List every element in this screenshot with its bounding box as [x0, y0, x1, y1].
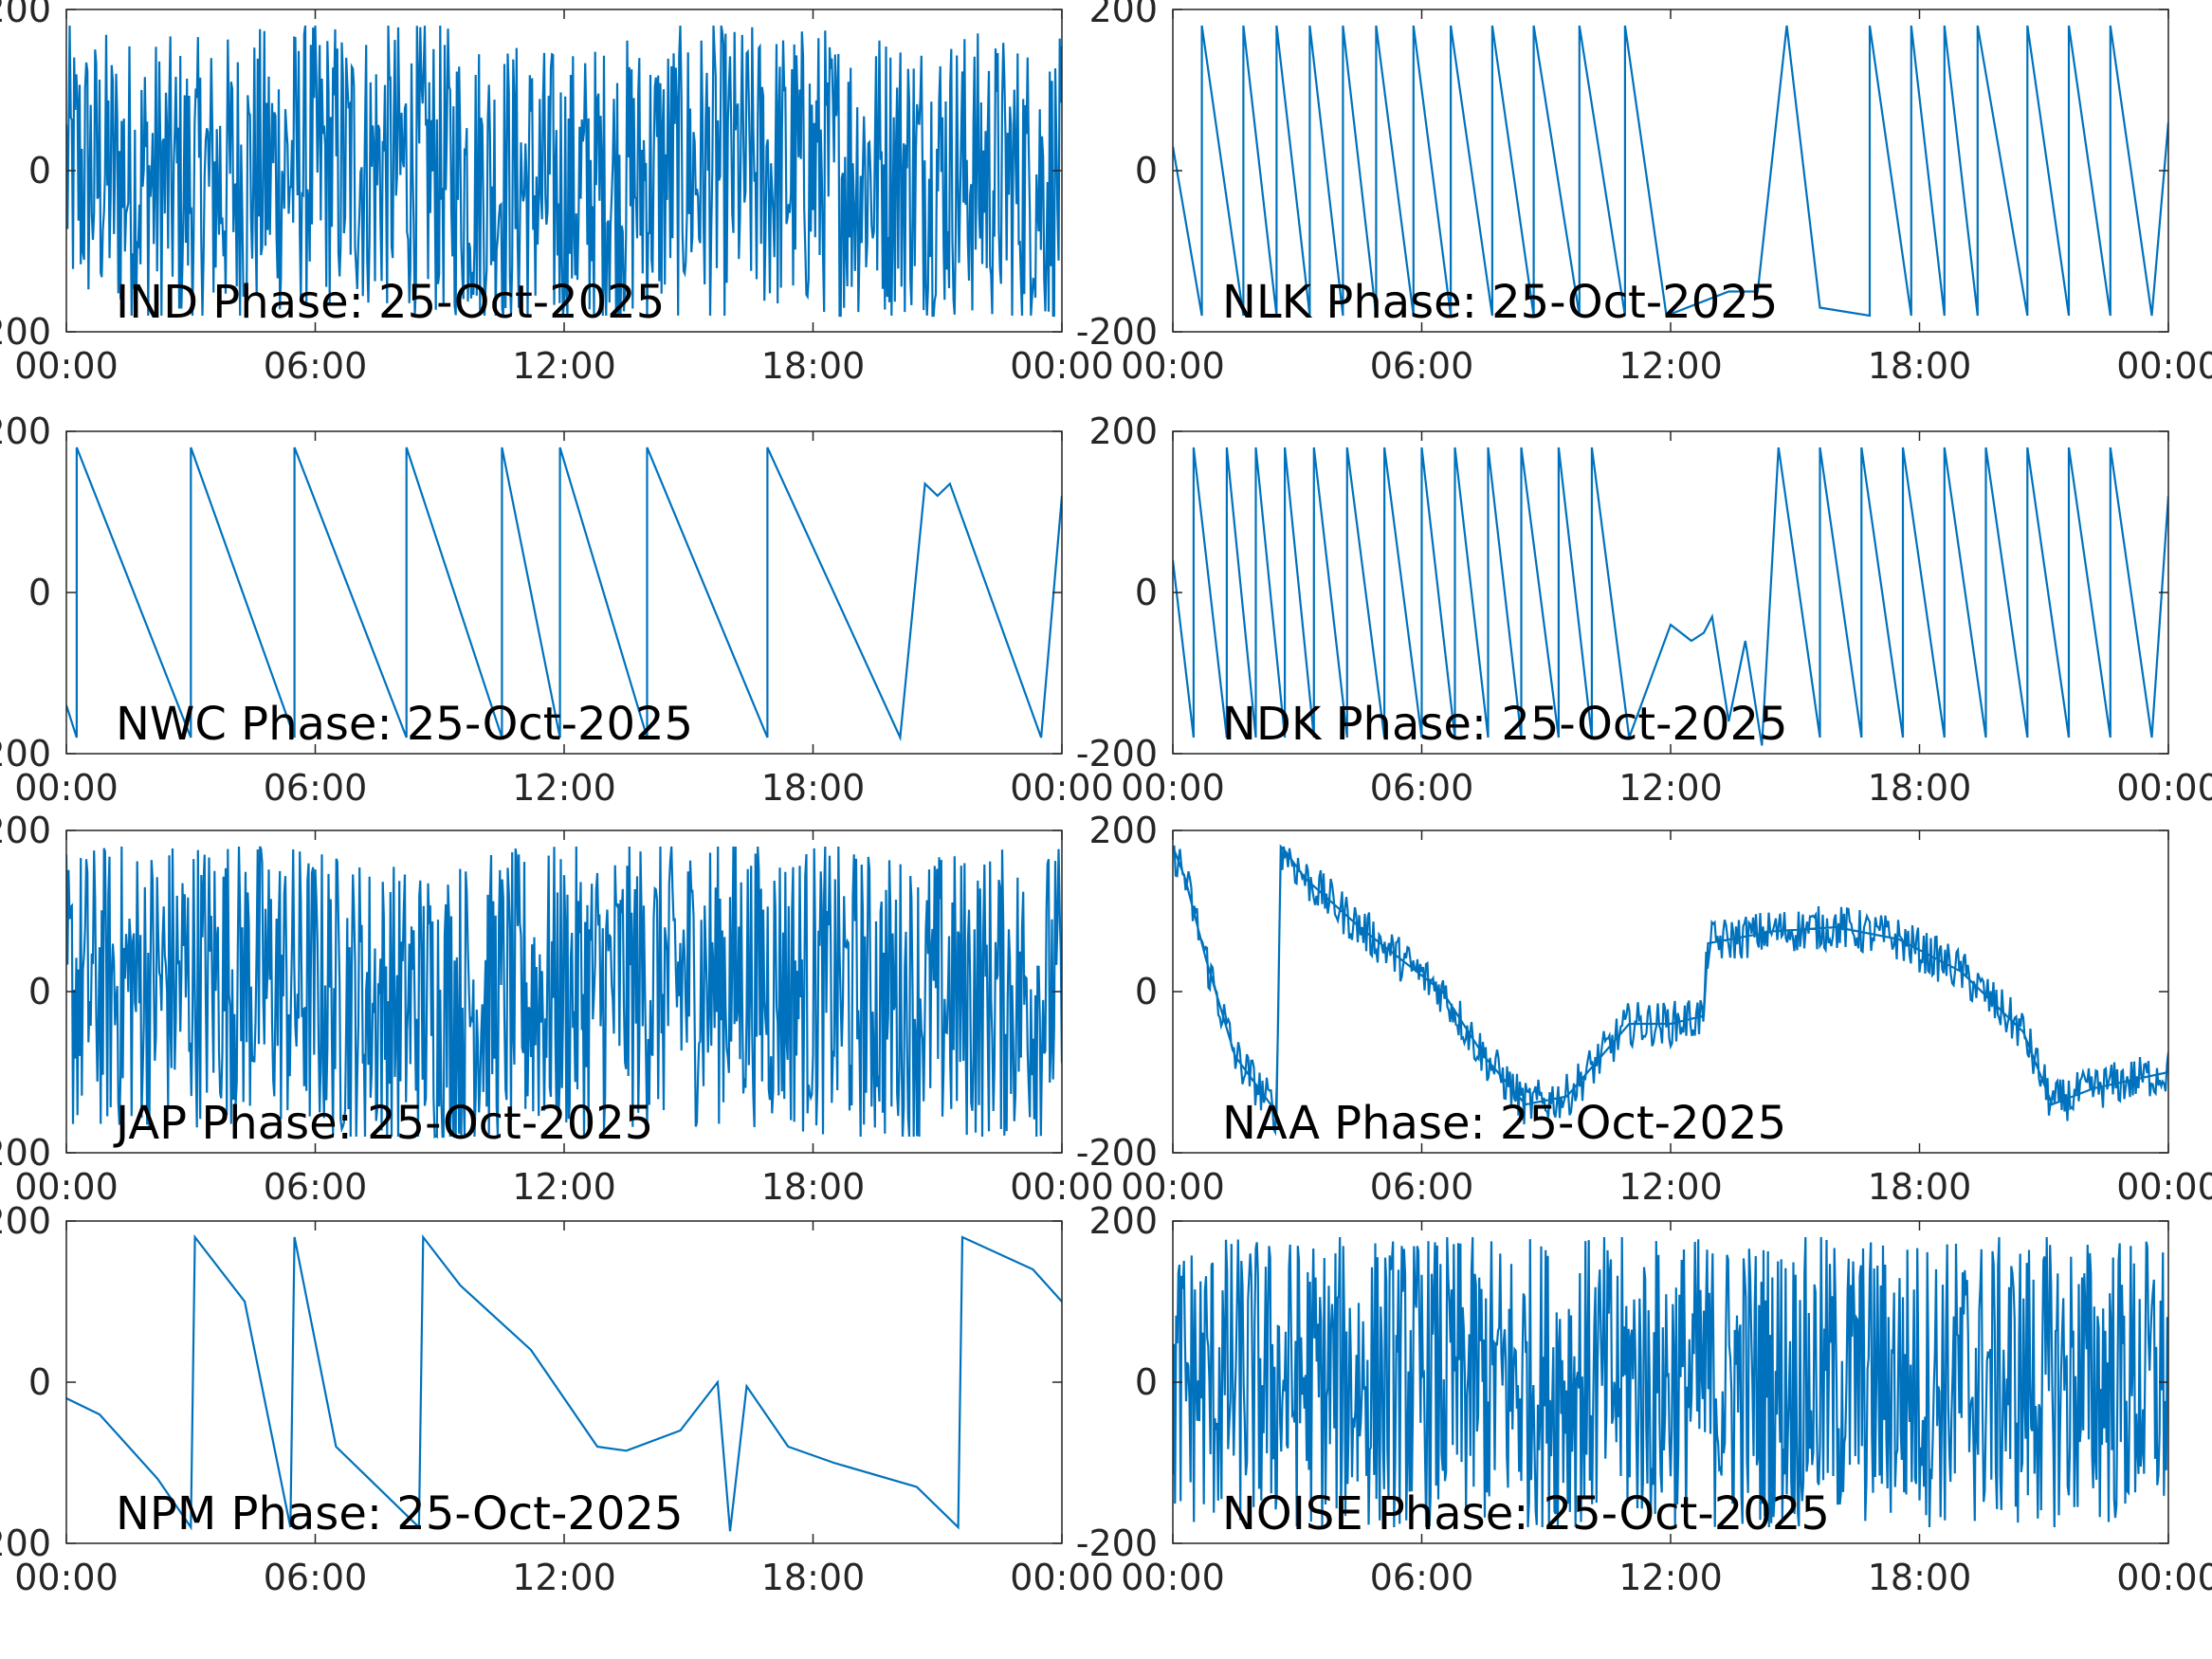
x-tick-label: 00:00	[1010, 345, 1114, 387]
y-tick-label: 0	[1135, 572, 1158, 613]
y-tick-label: -200	[0, 1132, 51, 1174]
x-tick-label: 06:00	[1370, 1166, 1474, 1208]
y-tick-label: 0	[1135, 150, 1158, 191]
x-tick-label: 18:00	[761, 1557, 866, 1598]
x-tick-label: 18:00	[761, 767, 866, 809]
x-tick-label: 00:00	[1010, 1166, 1114, 1208]
x-tick-label: 06:00	[264, 1166, 368, 1208]
series-line	[1173, 447, 2168, 746]
x-tick-label: 12:00	[1618, 1557, 1723, 1598]
panel-title: NOISE Phase: 25-Oct-2025	[1222, 1487, 1830, 1540]
x-tick-label: 18:00	[1868, 345, 1972, 387]
x-tick-label: 18:00	[1868, 767, 1972, 809]
panel-title: NAA Phase: 25-Oct-2025	[1222, 1097, 1786, 1150]
panel-title: NWC Phase: 25-Oct-2025	[116, 698, 693, 751]
x-tick-label: 00:00	[1121, 1557, 1225, 1598]
y-tick-label: 0	[28, 572, 51, 613]
x-tick-label: 12:00	[1618, 1166, 1723, 1208]
x-tick-label: 12:00	[512, 1557, 616, 1598]
x-tick-label: 06:00	[264, 1557, 368, 1598]
x-tick-label: 00:00	[2116, 767, 2212, 809]
x-tick-label: 00:00	[1121, 345, 1225, 387]
x-tick-label: 00:00	[2116, 1166, 2212, 1208]
y-tick-label: -200	[1076, 733, 1158, 775]
x-tick-label: 00:00	[14, 1557, 119, 1598]
x-tick-label: 12:00	[512, 345, 616, 387]
x-tick-label: 18:00	[761, 345, 866, 387]
y-tick-label: -200	[0, 733, 51, 775]
series-line	[66, 447, 1062, 742]
y-tick-label: -200	[1076, 1522, 1158, 1564]
x-tick-label: 06:00	[264, 345, 368, 387]
x-tick-label: 12:00	[512, 1166, 616, 1208]
y-tick-label: -200	[1076, 311, 1158, 353]
x-tick-label: 00:00	[2116, 1557, 2212, 1598]
x-tick-label: 12:00	[1618, 345, 1723, 387]
y-tick-label: 200	[1088, 0, 1158, 30]
y-tick-label: 0	[1135, 971, 1158, 1012]
series-line	[1173, 1236, 2168, 1528]
x-tick-label: 00:00	[14, 345, 119, 387]
panel-title: JAP Phase: 25-Oct-2025	[113, 1097, 653, 1150]
series-line	[1173, 844, 2168, 1137]
y-tick-label: 200	[1088, 1200, 1158, 1242]
x-tick-label: 00:00	[1121, 1166, 1225, 1208]
x-tick-label: 00:00	[14, 767, 119, 809]
x-tick-label: 00:00	[2116, 345, 2212, 387]
y-tick-label: 200	[0, 0, 51, 30]
panel-title: NDK Phase: 25-Oct-2025	[1222, 698, 1788, 751]
x-tick-label: 18:00	[761, 1166, 866, 1208]
series-line	[66, 1233, 1062, 1532]
x-tick-label: 00:00	[1121, 767, 1225, 809]
series-line	[1173, 25, 2168, 318]
x-tick-label: 18:00	[1868, 1166, 1972, 1208]
x-tick-label: 06:00	[1370, 767, 1474, 809]
y-tick-label: 200	[0, 810, 51, 851]
y-tick-label: 200	[0, 410, 51, 452]
y-tick-label: 200	[1088, 410, 1158, 452]
x-tick-label: 00:00	[14, 1166, 119, 1208]
series-line	[66, 25, 1062, 318]
x-tick-label: 06:00	[264, 767, 368, 809]
y-tick-label: 0	[28, 1361, 51, 1403]
y-tick-label: -200	[0, 311, 51, 353]
x-tick-label: 00:00	[1010, 767, 1114, 809]
x-tick-label: 06:00	[1370, 1557, 1474, 1598]
y-tick-label: 0	[28, 971, 51, 1012]
x-tick-label: 12:00	[512, 767, 616, 809]
x-tick-label: 12:00	[1618, 767, 1723, 809]
y-tick-label: 0	[1135, 1361, 1158, 1403]
y-tick-label: 200	[1088, 810, 1158, 851]
x-tick-label: 06:00	[1370, 345, 1474, 387]
x-tick-label: 00:00	[1010, 1557, 1114, 1598]
y-tick-label: 0	[28, 150, 51, 191]
panel-title: IND Phase: 25-Oct-2025	[116, 276, 665, 329]
panel-title: NLK Phase: 25-Oct-2025	[1222, 276, 1778, 329]
y-tick-label: -200	[0, 1522, 51, 1564]
y-tick-label: -200	[1076, 1132, 1158, 1174]
y-tick-label: 200	[0, 1200, 51, 1242]
series-line	[66, 846, 1062, 1139]
panel-title: NPM Phase: 25-Oct-2025	[116, 1487, 683, 1540]
x-tick-label: 18:00	[1868, 1557, 1972, 1598]
